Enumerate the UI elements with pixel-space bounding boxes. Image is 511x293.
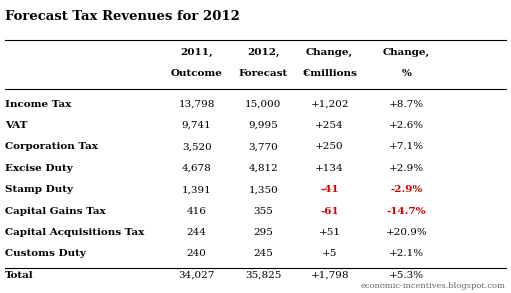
Text: 1,350: 1,350 (248, 185, 278, 194)
Text: Income Tax: Income Tax (5, 100, 72, 109)
Text: +5.3%: +5.3% (389, 271, 424, 280)
Text: Forecast Tax Revenues for 2012: Forecast Tax Revenues for 2012 (5, 10, 240, 23)
Text: Change,: Change, (383, 48, 430, 57)
Text: Forecast: Forecast (239, 69, 288, 78)
Text: 3,770: 3,770 (248, 142, 278, 151)
Text: 4,812: 4,812 (248, 164, 278, 173)
Text: 2011,: 2011, (180, 48, 213, 57)
Text: 355: 355 (253, 207, 273, 216)
Text: 15,000: 15,000 (245, 100, 282, 109)
Text: +2.6%: +2.6% (389, 121, 424, 130)
Text: €millions: €millions (303, 69, 357, 78)
Text: Outcome: Outcome (171, 69, 223, 78)
Text: 1,391: 1,391 (182, 185, 212, 194)
Text: %: % (401, 69, 411, 78)
Text: +134: +134 (315, 164, 344, 173)
Text: -2.9%: -2.9% (390, 185, 423, 194)
Text: 2012,: 2012, (247, 48, 280, 57)
Text: Stamp Duty: Stamp Duty (5, 185, 73, 194)
Text: -41: -41 (320, 185, 339, 194)
Text: +7.1%: +7.1% (389, 142, 424, 151)
Text: 4,678: 4,678 (182, 164, 212, 173)
Text: 240: 240 (187, 249, 206, 258)
Text: -14.7%: -14.7% (386, 207, 426, 216)
Text: +1,202: +1,202 (310, 100, 349, 109)
Text: economic-incentives.blogspot.com: economic-incentives.blogspot.com (361, 282, 506, 290)
Text: 245: 245 (253, 249, 273, 258)
Text: +51: +51 (318, 228, 341, 237)
Text: +254: +254 (315, 121, 344, 130)
Text: +250: +250 (315, 142, 344, 151)
Text: Change,: Change, (306, 48, 353, 57)
Text: 244: 244 (187, 228, 206, 237)
Text: Capital Gains Tax: Capital Gains Tax (5, 207, 106, 216)
Text: +5: +5 (322, 249, 337, 258)
Text: +8.7%: +8.7% (389, 100, 424, 109)
Text: Capital Acquisitions Tax: Capital Acquisitions Tax (5, 228, 145, 237)
Text: -61: -61 (320, 207, 339, 216)
Text: 9,995: 9,995 (248, 121, 278, 130)
Text: Excise Duty: Excise Duty (5, 164, 73, 173)
Text: 9,741: 9,741 (182, 121, 212, 130)
Text: VAT: VAT (5, 121, 28, 130)
Text: +2.9%: +2.9% (389, 164, 424, 173)
Text: Total: Total (5, 271, 34, 280)
Text: 34,027: 34,027 (178, 271, 215, 280)
Text: Customs Duty: Customs Duty (5, 249, 86, 258)
Text: 295: 295 (253, 228, 273, 237)
Text: 35,825: 35,825 (245, 271, 282, 280)
Text: +1,798: +1,798 (310, 271, 349, 280)
Text: Corporation Tax: Corporation Tax (5, 142, 98, 151)
Text: 13,798: 13,798 (178, 100, 215, 109)
Text: +2.1%: +2.1% (389, 249, 424, 258)
Text: 3,520: 3,520 (182, 142, 212, 151)
Text: +20.9%: +20.9% (385, 228, 427, 237)
Text: 416: 416 (187, 207, 206, 216)
